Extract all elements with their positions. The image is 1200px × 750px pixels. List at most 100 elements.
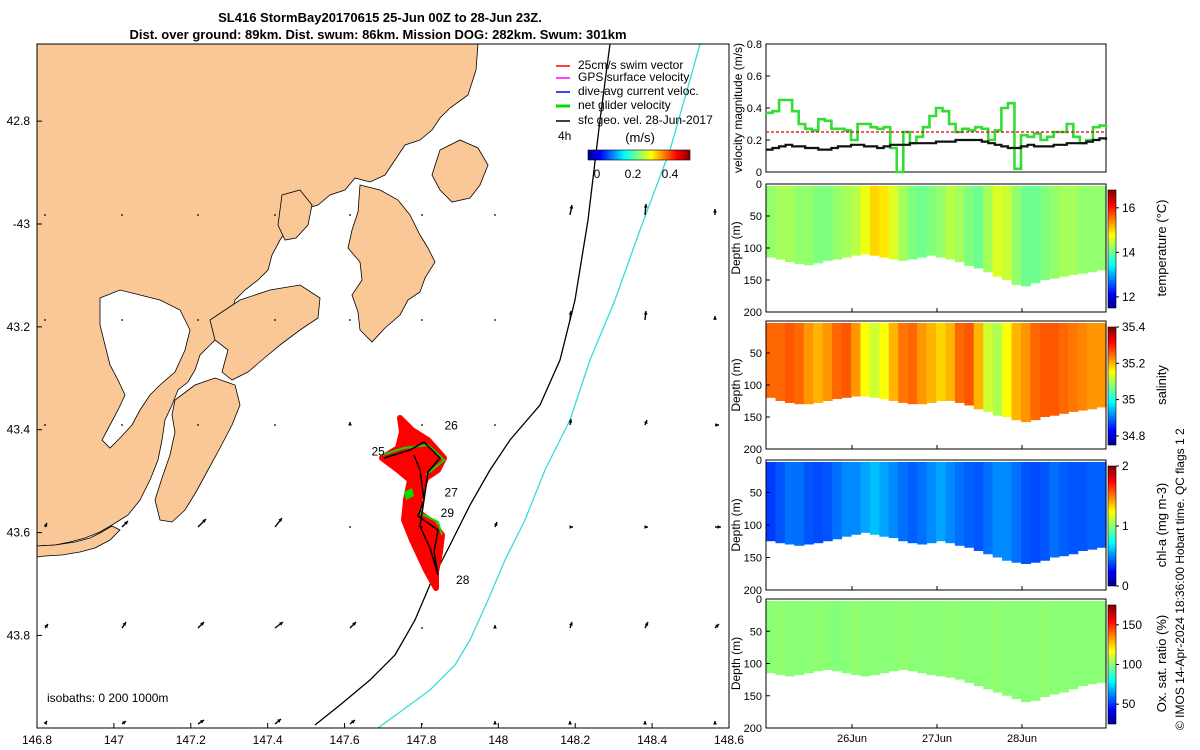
oxygen-cell [1011, 600, 1022, 699]
temperature-cell [945, 185, 956, 260]
temperature-cell [964, 185, 975, 266]
chlorophyll-cell [813, 461, 824, 544]
temperature-cell [869, 185, 880, 256]
map-y-tick-label: 43.4 [7, 423, 31, 437]
oxygen-cell [822, 600, 833, 670]
oxygen-cell [766, 600, 777, 674]
salinity-cell [1096, 322, 1107, 408]
oxygen-y-tick-label: 50 [750, 626, 762, 638]
legend-time-step: 4h [558, 129, 571, 143]
velocity-vector-head [43, 523, 48, 527]
velocity-vector-dot [44, 424, 46, 426]
chlorophyll-cell [1068, 461, 1079, 555]
map-colorbar-label: (m/s) [625, 130, 655, 145]
temperature-cell [1096, 185, 1107, 271]
velocity-vector-head [493, 721, 497, 725]
velocity-vector-dot [197, 214, 199, 216]
velocity-vector-head [493, 625, 497, 629]
temperature-colorbar-tick-label: 12 [1122, 290, 1136, 304]
velocity-vector-head [644, 525, 648, 529]
velocity-vector-dot [274, 424, 276, 426]
velocity-y-tick-label: 0.6 [747, 71, 762, 83]
oxygen-cell [1049, 600, 1060, 695]
velocity-vector-dot [197, 424, 199, 426]
map-legend: 25cm/s swim vector GPS surface velocity … [556, 58, 713, 143]
chlorophyll-cell [973, 461, 984, 551]
oxygen-cell [936, 600, 947, 677]
salinity-cell [860, 322, 871, 397]
velocity-vector-head [352, 622, 356, 626]
figure-title-line2: Dist. over ground: 89km. Dist. swum: 86k… [129, 27, 626, 42]
oxygen-y-tick-label: 100 [744, 659, 762, 671]
velocity-y-tick-label: 0.8 [747, 39, 762, 51]
velocity-vector-head [122, 622, 126, 626]
velocity-vector-head [713, 209, 717, 213]
salinity-cell [766, 322, 777, 398]
map-panel: 26 25 27 29 28 25cm/s swim vector GPS surfac… [7, 43, 744, 747]
velocity-series-net [766, 98, 1108, 174]
temperature-cell [1021, 185, 1032, 287]
oxygen-cell [869, 600, 880, 676]
oxygen-y-tick-label: 0 [756, 594, 762, 606]
salinity-cell [1011, 322, 1022, 421]
surface-velocity-vectors [43, 203, 721, 725]
velocity-vector-dot [121, 319, 123, 321]
time-tick-27jun: 27Jun [922, 733, 952, 745]
velocity-vector-head [643, 311, 648, 315]
velocity-vector-head [348, 422, 352, 426]
velocity-vector-head [493, 522, 498, 526]
chlorophyll-cell [775, 461, 786, 544]
velocity-vector-dot [44, 214, 46, 216]
chlorophyll-y-tick-label: 50 [750, 488, 762, 500]
velocity-vector-head [122, 721, 126, 725]
map-x-axis: 146.8 147 147.2 147.4 147.6 147.8 148 148.2 148.… [22, 723, 744, 747]
track-day-label: 26 [445, 419, 459, 433]
temperature-cell [813, 185, 824, 264]
chlorophyll-y-tick-label: 100 [744, 520, 762, 532]
legend-label-gps-velocity: GPS surface velocity [578, 70, 689, 84]
temperature-colorbar [1107, 189, 1117, 309]
salinity-cell [832, 322, 843, 400]
velocity-vector-head [715, 624, 719, 628]
temperature-y-tick-label: 150 [744, 275, 762, 287]
velocity-vector-dot [349, 214, 351, 216]
chlorophyll-cell [1077, 461, 1088, 551]
chlorophyll-cell [766, 461, 777, 542]
velocity-vector-dot [421, 526, 423, 528]
footer-credit: © IMOS 14-Apr-2024 18:36:00 Hobart time.… [1173, 428, 1187, 730]
salinity-cell [954, 322, 965, 403]
isobath-legend-text: isobaths: 0 200 1000m [47, 691, 168, 705]
map-y-tick-label: 42.8 [7, 114, 31, 128]
velocity-vector-dot [121, 424, 123, 426]
salinity-cell [983, 322, 994, 412]
map-x-tick-label: 147.6 [330, 733, 360, 747]
oxygen-cell [954, 600, 965, 680]
salinity-cell [926, 322, 937, 403]
chlorophyll-cell [869, 461, 880, 535]
salinity-cell [803, 322, 814, 405]
oxygen-cell [1077, 600, 1088, 687]
velocity-vector-dot [421, 424, 423, 426]
map-x-tick-label: 148.2 [560, 733, 590, 747]
oxygen-cell [888, 600, 899, 672]
velocity-vector-dot [494, 214, 496, 216]
oxygen-cell [879, 600, 890, 674]
oxygen-cell [926, 600, 937, 676]
salinity-cell [888, 322, 899, 401]
velocity-y-tick-label: 0.2 [747, 135, 762, 147]
chlorophyll-cell [1002, 461, 1013, 561]
oxygen-colorbar-tick-label: 50 [1122, 697, 1136, 711]
salinity-cell [907, 322, 918, 405]
oxygen-y-tick-label: 150 [744, 691, 762, 703]
velocity-vector-head [278, 518, 282, 522]
legend-label-swim-vector: 25cm/s swim vector [578, 58, 683, 72]
temperature-y-tick-label: 100 [744, 243, 762, 255]
temperature-cell [794, 185, 805, 264]
legend-label-net-velocity: net glider velocity [578, 98, 671, 112]
chlorophyll-colorbar-tick-label: 1 [1122, 519, 1129, 533]
chlorophyll-cell [907, 461, 918, 544]
velocity-vector-head [202, 519, 206, 523]
velocity-y-tick-label: 0 [756, 167, 762, 179]
velocity-vector-dot [421, 319, 423, 321]
map-x-tick-label: 146.8 [22, 733, 52, 747]
